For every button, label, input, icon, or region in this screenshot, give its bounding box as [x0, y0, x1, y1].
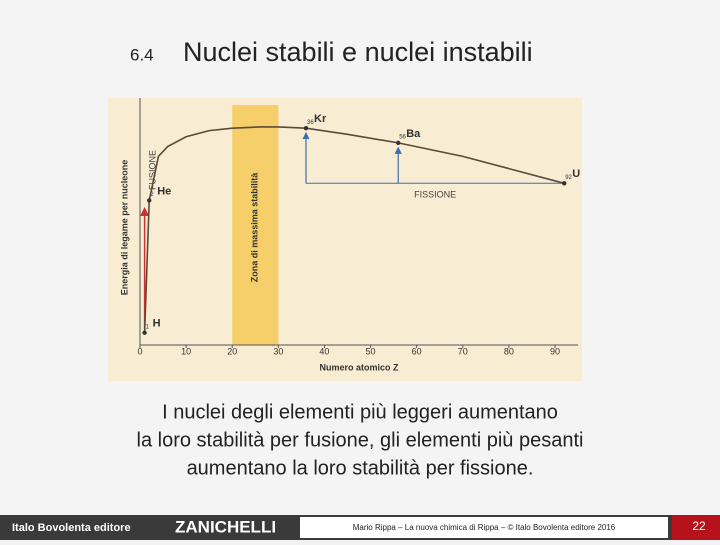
- fission-label: FISSIONE: [414, 190, 456, 200]
- page-number: 22: [692, 519, 706, 533]
- stability-zone: [232, 105, 279, 345]
- element-z: 56: [399, 134, 406, 140]
- element-z: 92: [565, 175, 572, 181]
- publisher: Italo Bovolenta editore: [12, 522, 131, 534]
- x-tick-label: 70: [458, 346, 468, 356]
- slide-title: Nuclei stabili e nuclei instabili: [183, 37, 533, 67]
- x-tick-label: 50: [366, 346, 376, 356]
- body-line: aumentano la loro stabilità per fissione…: [187, 457, 534, 479]
- x-tick-label: 0: [137, 346, 142, 356]
- element-z: 2: [150, 192, 154, 198]
- curve: [143, 126, 565, 333]
- element-z: 36: [307, 120, 314, 126]
- element-symbol: Kr: [314, 113, 327, 125]
- element-point: [303, 125, 309, 131]
- credit: Mario Rippa – La nuova chimica di Rippa …: [353, 523, 616, 532]
- x-tick-label: 30: [273, 346, 283, 356]
- page-box: [672, 515, 720, 540]
- x-tick-label: 10: [181, 346, 191, 356]
- element-symbol: H: [153, 318, 161, 330]
- x-tick-label: 40: [319, 346, 329, 356]
- y-axis-label: Energia di legame per nucleone: [119, 160, 129, 296]
- zone-label: Zona di massima stabilità: [250, 172, 260, 283]
- brand: ZANICHELLI: [175, 517, 276, 536]
- chart-panel: [108, 98, 582, 381]
- element-symbol: U: [572, 168, 580, 180]
- element-point: [562, 181, 567, 186]
- x-axis-label: Numero atomico Z: [320, 362, 400, 372]
- section-number: 6.4: [130, 45, 154, 64]
- element-point: [142, 330, 147, 335]
- x-tick-label: 80: [504, 346, 514, 356]
- element-symbol: He: [157, 185, 171, 197]
- x-tick-label: 90: [550, 346, 560, 356]
- chart: Zona di massima stabilità 0 10 20 30 40 50 60 70…: [119, 98, 580, 372]
- element-point: [147, 198, 152, 203]
- element-symbol: Ba: [406, 128, 421, 140]
- element-point: [396, 140, 401, 146]
- x-tick-label: 20: [227, 346, 237, 356]
- fusion-label: FUSIONE: [147, 150, 157, 190]
- footer-credit-box: [300, 517, 668, 538]
- body-line: I nuclei degli elementi più leggeri aume…: [162, 401, 558, 423]
- body-line: la loro stabilità per fusione, gli eleme…: [137, 429, 584, 451]
- x-tick-label: 60: [412, 346, 422, 356]
- element-z: 1: [146, 324, 150, 330]
